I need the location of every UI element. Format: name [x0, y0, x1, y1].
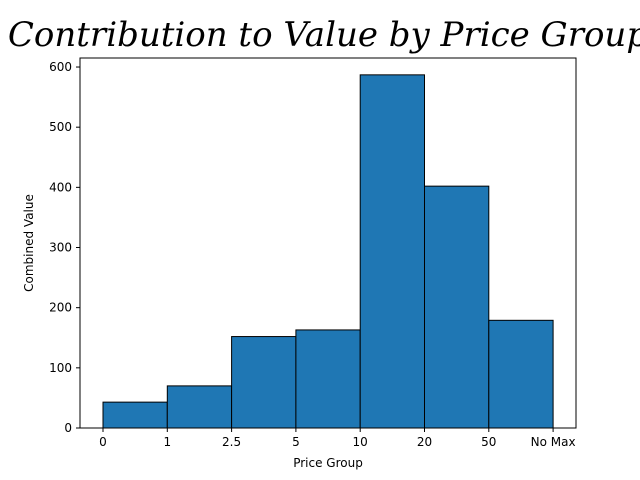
y-axis-ticks: 0 100 200 300 400 500 600	[49, 60, 80, 435]
x-tick-label: No Max	[531, 435, 576, 449]
y-tick-label: 100	[49, 361, 72, 375]
y-tick-label: 400	[49, 180, 72, 194]
y-tick-label: 200	[49, 301, 72, 315]
bar-1-to-2.5	[166, 385, 233, 429]
x-axis-label: Price Group	[293, 456, 363, 470]
x-tick-label: 2.5	[222, 435, 241, 449]
y-tick-label: 300	[49, 241, 72, 255]
y-tick-label: 600	[49, 60, 72, 74]
bars-group	[102, 74, 554, 429]
x-tick-label: 10	[353, 435, 368, 449]
bar-2.5-to-5	[231, 336, 297, 429]
y-tick-label: 500	[49, 120, 72, 134]
y-axis-label: Combined Value	[22, 194, 36, 292]
bar-20-to-50	[424, 185, 490, 429]
chart-title: Contribution to Value by Price Group	[8, 15, 640, 55]
bar-0-to-1	[102, 401, 168, 429]
x-tick-label: 1	[163, 435, 171, 449]
bar-10-to-20	[359, 74, 426, 429]
x-tick-label: 0	[99, 435, 107, 449]
x-tick-label: 5	[292, 435, 300, 449]
plot-frame	[79, 57, 577, 429]
bar-50-to-No Max	[488, 319, 554, 429]
y-tick-label: 0	[64, 421, 72, 435]
x-tick-label: 20	[417, 435, 432, 449]
x-tick-label: 50	[481, 435, 496, 449]
x-axis-ticks: 0 1 2.5 5 10 20 50 No Max	[99, 428, 576, 449]
bar-5-to-10	[295, 329, 361, 429]
